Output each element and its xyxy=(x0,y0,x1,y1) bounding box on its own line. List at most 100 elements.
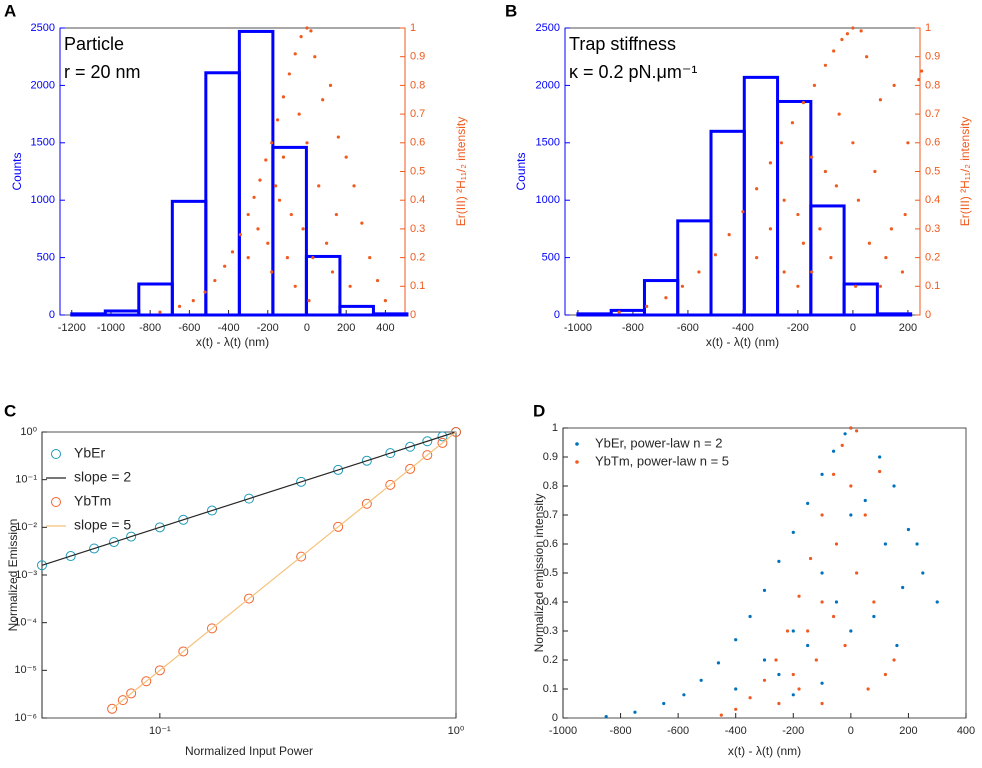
data-point xyxy=(796,212,800,217)
data-point xyxy=(806,629,810,633)
y-axis-label: Counts xyxy=(514,152,528,190)
data-point xyxy=(281,95,286,99)
y-tick-label: 0.8 xyxy=(543,480,558,492)
x-tick-label: -200 xyxy=(257,322,279,334)
data-point xyxy=(834,542,839,546)
data-point xyxy=(831,449,836,453)
data-point xyxy=(843,643,847,648)
data-point xyxy=(878,284,883,288)
histogram-bar xyxy=(338,304,375,317)
fit-line xyxy=(41,431,457,566)
data-point xyxy=(361,455,372,466)
data-point xyxy=(422,450,433,461)
histogram-bar xyxy=(576,312,613,317)
histogram-bar xyxy=(103,309,141,317)
histogram-bar xyxy=(609,308,646,317)
histogram-bar xyxy=(642,279,680,317)
data-point xyxy=(777,672,781,677)
data-point xyxy=(818,227,822,231)
y-tick-label: 0.3 xyxy=(543,625,558,637)
data-point xyxy=(238,233,242,237)
x-tick-label: -400 xyxy=(732,322,754,334)
data-point xyxy=(385,448,396,459)
data-point xyxy=(206,623,217,634)
y-tick-label: 0.9 xyxy=(543,451,558,463)
data-point xyxy=(920,69,924,73)
data-point xyxy=(213,278,217,283)
y2-tick-label: 0.4 xyxy=(925,194,940,206)
data-point xyxy=(782,270,786,274)
y2-tick-label: 0.9 xyxy=(410,51,425,63)
legend-label: YbTm, power-law n = 5 xyxy=(595,453,729,468)
y2-tick-label: 0.9 xyxy=(925,51,940,63)
y2-tick-label: 0 xyxy=(410,309,416,321)
data-point xyxy=(437,431,448,442)
legend-label: YbEr xyxy=(74,445,105,461)
x-axis-label: x(t) - λ(t) (nm) xyxy=(728,744,801,758)
data-point xyxy=(797,594,801,598)
data-point xyxy=(837,112,841,116)
y2-tick-label: 1 xyxy=(925,22,931,34)
data-point xyxy=(823,169,828,174)
data-point xyxy=(834,184,839,188)
data-point xyxy=(324,241,329,245)
histogram-bar xyxy=(842,282,879,317)
data-point xyxy=(855,429,859,433)
data-point xyxy=(734,707,738,711)
data-point xyxy=(158,310,162,314)
data-point xyxy=(755,187,759,191)
data-point xyxy=(906,527,911,532)
data-point xyxy=(361,498,372,509)
x-tick-label: -200 xyxy=(787,322,809,334)
data-point xyxy=(762,658,767,662)
data-point xyxy=(892,658,896,662)
data-point xyxy=(734,687,738,691)
data-point xyxy=(801,241,806,245)
data-point xyxy=(126,531,137,542)
data-point xyxy=(840,37,844,42)
x-tick-label: 200 xyxy=(337,322,355,334)
data-point xyxy=(344,155,348,159)
data-point xyxy=(293,52,297,56)
y2-axis-label: Er(III) ²H₁₁/₂ intensity xyxy=(958,117,972,226)
y-tick-label: 10⁻¹ xyxy=(15,474,37,486)
legend-label: YbEr, power-law n = 2 xyxy=(595,435,723,450)
data-point xyxy=(878,469,882,474)
y-tick-label: 2000 xyxy=(536,79,560,91)
legend-symbol xyxy=(51,449,61,459)
y-tick-label: 0.1 xyxy=(543,683,558,695)
x-tick-label: 400 xyxy=(957,725,975,737)
data-point xyxy=(662,701,666,706)
data-point xyxy=(845,32,850,36)
y-tick-label: 10⁰ xyxy=(20,426,37,438)
data-point xyxy=(785,629,790,633)
x-tick-label: 200 xyxy=(899,322,917,334)
x-tick-label: -800 xyxy=(610,725,632,737)
data-point xyxy=(206,505,217,516)
data-point xyxy=(285,256,289,260)
data-point xyxy=(154,665,165,676)
data-point xyxy=(244,593,254,604)
data-point xyxy=(270,141,274,145)
histogram-bar xyxy=(371,312,409,317)
y-axis-label: Normalized emission intensity xyxy=(532,494,546,653)
x-tick-label: -200 xyxy=(782,725,804,737)
data-point xyxy=(741,210,745,214)
data-point xyxy=(645,304,649,308)
data-point xyxy=(203,290,207,294)
data-point xyxy=(878,455,882,459)
data-point xyxy=(855,571,859,575)
data-point xyxy=(348,284,352,288)
legend-symbol xyxy=(575,442,579,446)
y-tick-label: 10⁻³ xyxy=(15,569,37,581)
data-point xyxy=(178,646,189,657)
y-tick-label: 0.4 xyxy=(543,596,558,608)
y-tick-label: 2000 xyxy=(31,79,55,91)
data-point xyxy=(810,270,814,274)
data-point xyxy=(791,530,795,535)
data-point xyxy=(317,184,321,188)
data-point xyxy=(790,121,795,125)
data-point xyxy=(405,463,416,474)
histogram-bar xyxy=(875,312,913,317)
data-point xyxy=(806,643,810,648)
